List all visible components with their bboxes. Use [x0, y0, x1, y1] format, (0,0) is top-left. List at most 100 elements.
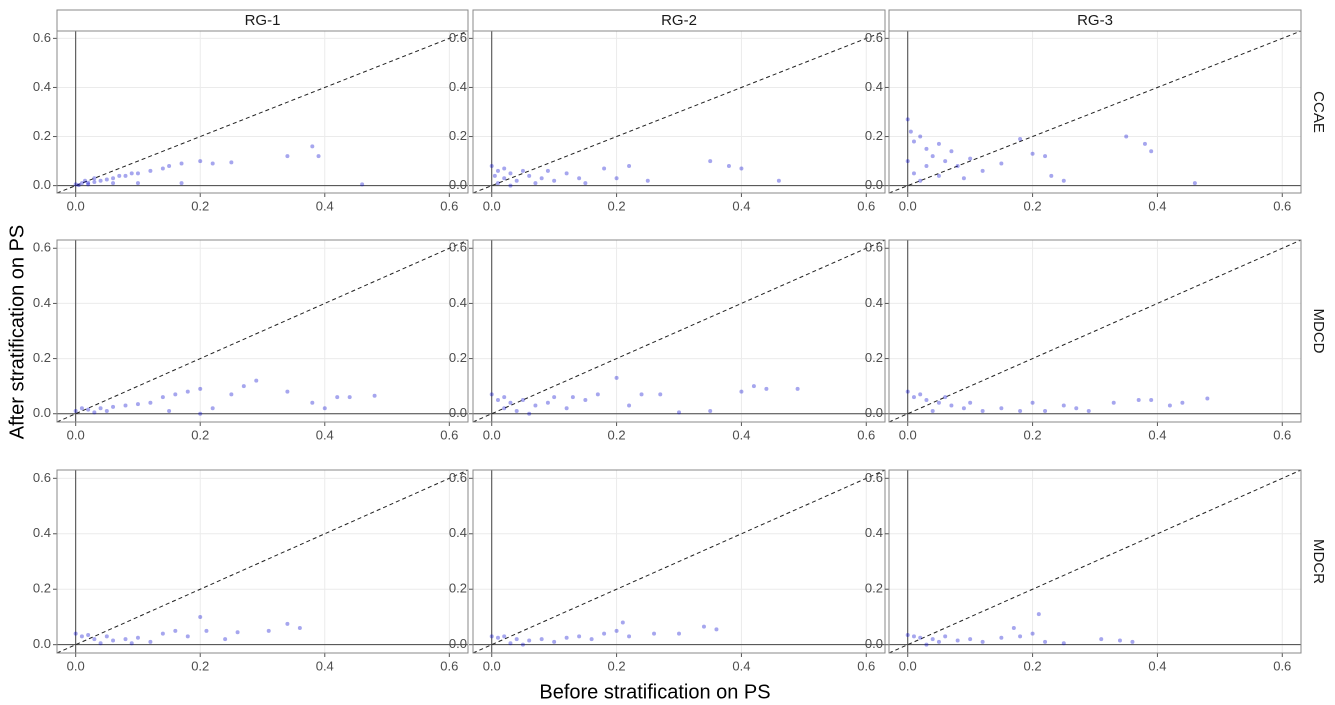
- point: [1192, 181, 1197, 186]
- point: [98, 406, 103, 411]
- point: [961, 406, 966, 411]
- y-tick-label: 0.4: [33, 295, 51, 310]
- point: [508, 171, 513, 176]
- point: [570, 395, 575, 400]
- point: [936, 141, 941, 146]
- point: [167, 164, 172, 168]
- point: [677, 631, 681, 636]
- x-tick-label: 0.4: [732, 198, 750, 213]
- point: [508, 400, 513, 405]
- y-tick-label: 0.0: [449, 405, 467, 420]
- point: [73, 408, 78, 413]
- y-tick-label: 0.4: [865, 79, 883, 94]
- y-tick-label: 0.2: [449, 128, 467, 143]
- point: [210, 161, 215, 166]
- point: [310, 144, 315, 149]
- x-tick-label: 0.0: [899, 427, 917, 442]
- panel-border: [56, 469, 469, 654]
- point: [92, 410, 97, 415]
- point: [905, 117, 910, 122]
- y-tick-label: 0.0: [865, 177, 883, 192]
- panel-border: [56, 239, 469, 423]
- point: [111, 404, 116, 409]
- point: [79, 634, 84, 639]
- diagonal-line: [56, 30, 469, 194]
- point: [520, 397, 525, 402]
- point: [949, 149, 954, 154]
- point: [714, 627, 719, 632]
- y-tick-label: 0.2: [449, 350, 467, 365]
- point: [1061, 403, 1066, 408]
- point: [241, 384, 246, 389]
- point: [527, 411, 532, 416]
- point: [229, 160, 234, 165]
- point: [614, 176, 619, 181]
- x-tick-label: 0.4: [1148, 658, 1166, 673]
- point: [185, 634, 190, 639]
- point: [1111, 400, 1116, 405]
- y-tick-label: 0.2: [449, 581, 467, 596]
- point: [297, 626, 302, 631]
- point: [539, 637, 544, 642]
- point: [961, 176, 966, 181]
- point: [198, 411, 203, 416]
- point: [955, 164, 960, 168]
- y-tick-label: 0.6: [33, 470, 51, 485]
- point: [1043, 408, 1048, 413]
- point: [179, 161, 184, 166]
- x-tick-label: 0.6: [1273, 427, 1291, 442]
- x-tick-label: 0.4: [316, 427, 334, 442]
- point: [751, 384, 756, 389]
- point: [173, 392, 178, 397]
- point: [1018, 408, 1023, 413]
- point: [104, 408, 109, 413]
- point: [508, 183, 513, 188]
- point: [708, 159, 713, 164]
- point: [104, 634, 109, 639]
- point: [160, 395, 165, 400]
- point: [1043, 639, 1048, 644]
- point: [764, 386, 769, 391]
- point: [739, 389, 744, 394]
- point: [968, 400, 973, 405]
- y-tick-label: 0.4: [33, 79, 51, 94]
- point: [98, 178, 103, 183]
- diagonal-line: [472, 469, 886, 654]
- y-tick-label: 0.2: [865, 350, 883, 365]
- point: [552, 178, 557, 183]
- panel-border: [888, 239, 1302, 423]
- y-tick-label: 0.2: [865, 581, 883, 596]
- point: [533, 403, 538, 408]
- point: [658, 392, 663, 397]
- point: [92, 637, 97, 642]
- point: [129, 171, 134, 176]
- point: [708, 408, 713, 413]
- point: [936, 400, 941, 405]
- x-tick-label: 0.6: [1273, 198, 1291, 213]
- x-tick-label: 0.0: [67, 427, 85, 442]
- point: [135, 171, 140, 176]
- y-tick-label: 0.2: [865, 128, 883, 143]
- panel-border: [472, 239, 886, 423]
- point: [1030, 400, 1035, 405]
- point: [111, 638, 116, 643]
- column-label: RG-2: [661, 12, 697, 29]
- point: [1099, 637, 1104, 642]
- y-tick-label: 0.4: [33, 525, 51, 540]
- y-axis-title: After stratification on PS: [6, 225, 28, 440]
- y-tick-label: 0.2: [33, 581, 51, 596]
- y-tick-label: 0.0: [865, 636, 883, 651]
- point: [135, 181, 140, 186]
- point: [111, 181, 116, 186]
- point: [943, 634, 948, 639]
- point: [514, 178, 519, 183]
- point: [911, 634, 916, 639]
- x-tick-label: 0.2: [191, 198, 209, 213]
- point: [502, 166, 507, 171]
- point: [117, 173, 122, 178]
- y-tick-label: 0.6: [449, 240, 467, 255]
- point: [310, 400, 315, 405]
- point: [198, 614, 203, 619]
- point: [148, 168, 153, 173]
- y-tick-label: 0.0: [33, 177, 51, 192]
